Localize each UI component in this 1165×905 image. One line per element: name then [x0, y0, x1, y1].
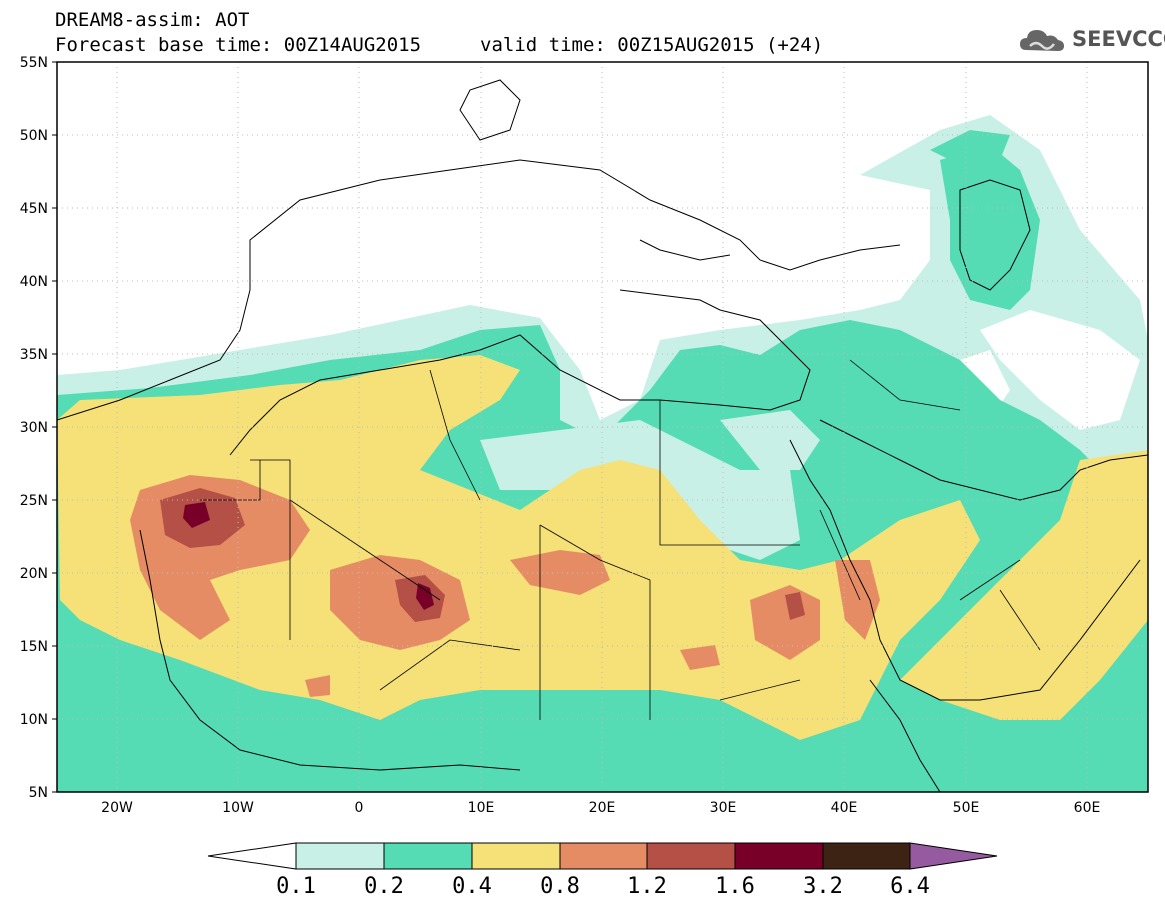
colorbar-label: 1.2: [627, 874, 667, 899]
aot-contour-0.8-ethiopia: [835, 560, 880, 640]
lat-label: 15N: [20, 639, 48, 655]
lon-label: 0: [355, 800, 364, 816]
aot-low-egypt: [720, 410, 820, 470]
colorbar-swatch: [383, 842, 473, 870]
aot-clear-zone: [980, 310, 1140, 430]
colorbar-label: 0.4: [452, 874, 492, 899]
lon-label: 30E: [710, 800, 737, 816]
colorbar-label: 0.8: [540, 874, 580, 899]
lat-label: 5N: [29, 785, 48, 801]
lon-label: 10W: [222, 800, 254, 816]
lat-label: 20N: [20, 566, 48, 582]
map-title: DREAM8-assim: AOT: [55, 9, 250, 31]
colorbar-swatch: [471, 842, 561, 870]
aot-contour-0.8-nigeria: [305, 675, 330, 697]
colorbar-label: 6.4: [890, 874, 930, 899]
colorbar-above-arrow: [909, 842, 998, 870]
aot-contour-0.2-caspian: [940, 145, 1040, 310]
colorbar-label: 1.6: [715, 874, 755, 899]
lon-label: 60E: [1074, 800, 1101, 816]
lat-label: 25N: [20, 493, 48, 509]
lat-label: 55N: [20, 55, 48, 71]
country-borders: [200, 359, 1041, 720]
aot-contour-0.4-arabia: [900, 450, 1148, 720]
lat-label: 35N: [20, 347, 48, 363]
aot-contour-0.4: [57, 355, 980, 740]
colorbar-swatch: [295, 842, 385, 870]
colorbar-swatch: [646, 842, 736, 870]
aot-contour-0.2-north: [930, 130, 1010, 165]
aot-contour-0.8-darfur: [680, 645, 720, 670]
lon-label: 20W: [101, 800, 133, 816]
lat-label: 30N: [20, 420, 48, 436]
forecast-base-time: Forecast base time: 00Z14AUG2015: [55, 34, 422, 56]
lon-label: 40E: [831, 800, 858, 816]
colorbar-label: 3.2: [803, 874, 843, 899]
colorbar-labels: 0.1 0.2 0.4 0.8 1.2 1.6 3.2 6.4: [276, 874, 930, 899]
colorbar-below-arrow: [207, 842, 297, 870]
lat-ticks: [52, 61, 57, 793]
aot-contour-1.6-mali: [416, 583, 434, 610]
lon-label: 50E: [953, 800, 980, 816]
aot-contour-1.2-sudan: [785, 592, 805, 620]
colorbar-swatch: [559, 842, 648, 870]
lat-label: 10N: [20, 712, 48, 728]
aot-contour-1.6-westsahara: [183, 502, 210, 528]
colorbar-label: 0.1: [276, 874, 316, 899]
lat-label: 40N: [20, 274, 48, 290]
lon-label: 20E: [589, 800, 616, 816]
cloud-icon: [1020, 30, 1064, 51]
lat-label: 50N: [20, 128, 48, 144]
lon-labels: 20W 10W 0 10E 20E 30E 40E 50E 60E: [101, 800, 1100, 816]
valid-time: valid time: 00Z15AUG2015 (+24): [480, 34, 824, 56]
logo-text: SEEVCCC: [1072, 27, 1165, 51]
lat-label: 45N: [20, 201, 48, 217]
aot-fields: [57, 115, 1148, 792]
colorbar: [207, 842, 998, 870]
colorbar-swatch: [734, 842, 824, 870]
lon-label: 10E: [468, 800, 495, 816]
lat-labels: 55N 50N 45N 40N 35N 30N 25N 20N 15N 10N …: [20, 55, 48, 801]
colorbar-swatch: [822, 842, 911, 870]
aot-contour-0.8-chad: [510, 550, 610, 595]
gridlines: [57, 62, 1148, 792]
colorbar-label: 0.2: [364, 874, 404, 899]
